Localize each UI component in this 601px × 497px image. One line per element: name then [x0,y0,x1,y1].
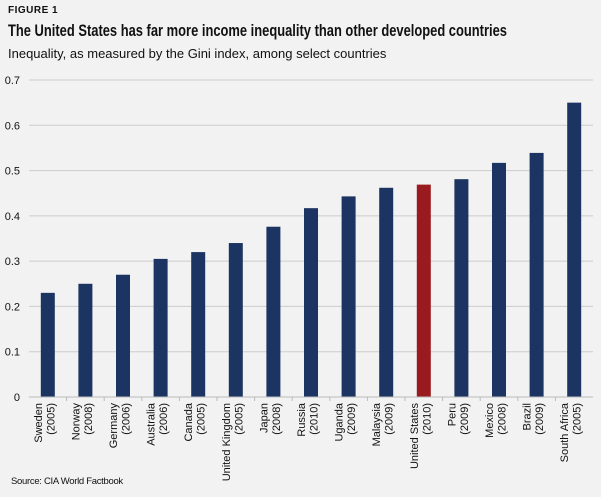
y-tick-label: 0.3 [5,256,20,268]
bar-canada [191,252,206,397]
bar-malaysia [379,187,394,397]
x-tick-label: Malaysia [371,402,383,446]
x-tick-label: (2005) [572,403,584,435]
x-tick-label: (2010) [421,403,433,435]
bar-uganda [341,196,356,397]
x-tick-label: Russia [296,402,308,437]
x-tick-label: (2009) [384,403,396,435]
y-tick-label: 0.6 [5,120,20,132]
y-tick-label: 0 [14,392,20,404]
x-tick-label: United Kingdom [221,403,233,481]
x-tick-label: Sweden [33,403,45,443]
figure-label: FIGURE 1 [8,5,59,16]
y-tick-label: 0.4 [5,211,20,223]
bar-united-states [416,184,431,397]
x-tick-label: Japan [258,403,270,433]
x-tick-label: (2008) [271,403,283,435]
x-tick-label: (2008) [497,403,509,435]
x-tick-label: (2005) [196,403,208,435]
bar-japan [266,226,281,397]
x-tick-label: (2009) [346,403,358,435]
bar-brazil [529,152,544,397]
x-tick-label: Mexico [484,403,496,438]
bar-sweden [40,292,55,397]
x-tick-label: Norway [70,403,82,441]
bar-mexico [492,162,506,397]
y-tick-label: 0.7 [5,75,20,87]
y-tick-label: 0.5 [5,166,20,178]
x-tick-label: Canada [183,402,195,441]
y-tick-label: 0.1 [5,347,20,359]
x-tick-label: (2006) [121,403,133,435]
x-tick-label: (2010) [309,403,321,435]
bar-south-africa [567,102,582,398]
x-tick-label: Peru [446,403,458,426]
x-tick-label: Brazil [522,403,534,431]
y-tick-label: 0.2 [5,301,20,313]
x-tick-label: Australia [146,402,158,446]
source-note: Source: CIA World Factbook [11,476,123,487]
x-tick-label: (2006) [158,403,170,435]
bar-peru [454,179,469,397]
chart-title: The United States has far more income in… [8,21,507,40]
x-tick-label: (2009) [534,403,546,435]
bar-russia [304,208,318,397]
x-tick-label: (2005) [45,403,57,435]
x-tick-label: Uganda [334,402,346,441]
x-tick-label: United States [409,403,421,470]
x-tick-label: South Africa [559,402,571,462]
x-tick-label: Germany [108,403,120,449]
bar-australia [153,258,168,397]
x-tick-label: (2009) [459,403,471,435]
bar-germany [116,274,130,397]
x-tick-label: (2008) [83,403,95,435]
chart-subtitle: Inequality, as measured by the Gini inde… [8,46,387,61]
bar-united-kingdom [228,243,243,397]
bar-norway [78,283,93,397]
x-tick-label: (2005) [233,403,245,435]
